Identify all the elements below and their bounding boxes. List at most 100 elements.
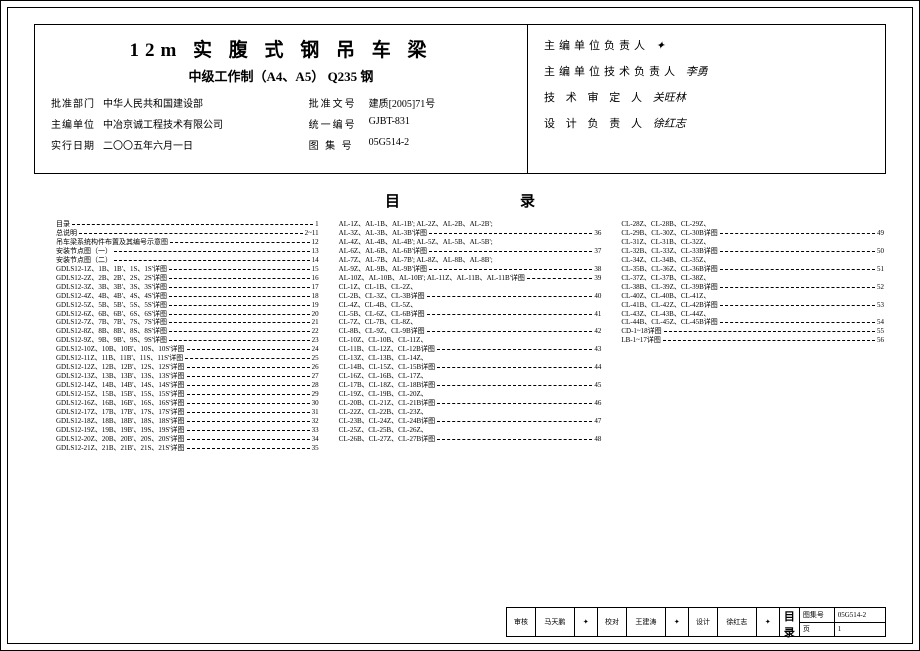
footer-audit-name: 马天鹏: [536, 608, 574, 636]
toc-entry: CL-26B、CL-27Z、CL-27B详图48: [339, 435, 602, 444]
toc-entry: 安装节点图（一）13: [56, 247, 319, 256]
footer-audit-sig: ✦: [575, 608, 597, 636]
toc-entry: CL-23B、CL-24Z、CL-24B详图47: [339, 417, 602, 426]
meta-value: 建质[2005]71号: [369, 95, 436, 110]
toc-entry: CL-25Z、CL-25B、CL-26Z、: [339, 426, 602, 435]
title-left-panel: 12m 实 腹 式 钢 吊 车 梁 中级工作制（A4、A5） Q235 钢 批准…: [35, 25, 528, 173]
toc-entry: AL-4Z、AL-4B、AL-4B'; AL-5Z、AL-5B、AL-5B';: [339, 238, 602, 247]
footer-atlas-label: 图集号: [800, 608, 834, 623]
toc-entry: LB-1~17详图56: [621, 336, 884, 345]
toc-entry: CL-34Z、CL-34B、CL-35Z、: [621, 256, 884, 265]
toc-entry: CL-29B、CL-30Z、CL-30B详图49: [621, 229, 884, 238]
footer-atlas-value: 05G514-2: [835, 608, 885, 623]
toc-entry: CL-8B、CL-9Z、CL-9B详图42: [339, 327, 602, 336]
toc-entry: GDLS12-10Z、10B、10B'、10S、10S'详图24: [56, 345, 319, 354]
toc-entry: CL-32B、CL-33Z、CL-33B详图50: [621, 247, 884, 256]
toc-entry: CL-17B、CL-18Z、CL-18B详图45: [339, 381, 602, 390]
toc-entry: AL-7Z、AL-7B、AL-7B'; AL-8Z、AL-8B、AL-8B';: [339, 256, 602, 265]
toc-entry: CL-13Z、CL-13B、CL-14Z、: [339, 354, 602, 363]
signature-row: 主编单位负责人 ✦: [544, 37, 869, 53]
toc-entry: GDLS12-2Z、2B、2B'、2S、2S'详图16: [56, 274, 319, 283]
footer-check-label: 校对: [598, 608, 626, 636]
toc-column-1: 目录1总说明2~11吊车梁系统构件布置及其编号示意图12安装节点图（一）13安装…: [56, 220, 319, 601]
main-title: 12m 实 腹 式 钢 吊 车 梁: [51, 35, 511, 62]
meta-value: GJBT-831: [369, 116, 410, 131]
footer-design-name: 徐红志: [718, 608, 756, 636]
toc-entry: CL-31Z、CL-31B、CL-32Z、: [621, 238, 884, 247]
footer-audit-label: 审核: [507, 608, 535, 636]
toc-entry: GDLS12-20Z、20B、20B'、20S、20S'详图34: [56, 435, 319, 444]
title-block: 12m 实 腹 式 钢 吊 车 梁 中级工作制（A4、A5） Q235 钢 批准…: [34, 24, 886, 174]
meta-value: 05G514-2: [369, 137, 410, 152]
meta-label: 实行日期: [51, 137, 103, 152]
toc-entry: 安装节点图（二）14: [56, 256, 319, 265]
inner-frame: 12m 实 腹 式 钢 吊 车 梁 中级工作制（A4、A5） Q235 钢 批准…: [7, 7, 913, 644]
sub-title: 中级工作制（A4、A5） Q235 钢: [51, 66, 511, 85]
toc-entry: GDLS12-21Z、21B、21B'、21S、21S'详图35: [56, 444, 319, 453]
toc-entry: GDLS12-4Z、4B、4B'、4S、4S'详图18: [56, 292, 319, 301]
footer-stamp: 审核 马天鹏 ✦ 校对 王建涛 ✦ 设计 徐红志 ✦ 目录 图集号 页 05G5…: [506, 607, 886, 637]
footer-check-name: 王建涛: [627, 608, 665, 636]
toc-entry: GDLS12-13Z、13B、13B'、13S、13S'详图27: [56, 372, 319, 381]
toc-entry: CL-11B、CL-12Z、CL-12B详图43: [339, 345, 602, 354]
toc-entry: AL-3Z、AL-3B、AL-3B'详图36: [339, 229, 602, 238]
toc-entry: GDLS12-18Z、18B、18B'、18S、18S'详图32: [56, 417, 319, 426]
toc-entry: CL-5B、CL-6Z、CL-6B详图41: [339, 310, 602, 319]
signature-row: 设 计 负 责 人 徐红志: [544, 115, 869, 131]
drawing-sheet: 12m 实 腹 式 钢 吊 车 梁 中级工作制（A4、A5） Q235 钢 批准…: [0, 0, 920, 651]
footer-page-value: 1: [835, 623, 885, 637]
meta-value: 中华人民共和国建设部: [103, 95, 203, 110]
toc-entry: CL-14B、CL-15Z、CL-15B详图44: [339, 363, 602, 372]
meta-label: 批准部门: [51, 95, 103, 110]
signature-panel: 主编单位负责人 ✦ 主编单位技术负责人 李勇技 术 审 定 人 关旺林设 计 负 …: [528, 25, 885, 173]
toc-entry: AL-1Z、AL-1B、AL-1B'; AL-2Z、AL-2B、AL-2B';: [339, 220, 602, 229]
meta-label: 批准文号: [309, 95, 369, 110]
toc-body: 目录1总说明2~11吊车梁系统构件布置及其编号示意图12安装节点图（一）13安装…: [56, 220, 884, 601]
meta-value: 二〇〇五年六月一日: [103, 137, 193, 152]
toc-entry: GDLS12-9Z、9B、9B'、9S、9S'详图23: [56, 336, 319, 345]
toc-entry: CL-10Z、CL-10B、CL-11Z、: [339, 336, 602, 345]
toc-entry: GDLS12-15Z、15B、15B'、15S、15S'详图29: [56, 390, 319, 399]
toc-entry: CL-37Z、CL-37B、CL-38Z、: [621, 274, 884, 283]
toc-entry: CL-35B、CL-36Z、CL-36B详图51: [621, 265, 884, 274]
toc-entry: GDLS12-11Z、11B、11B'、11S、11S'详图25: [56, 354, 319, 363]
toc-entry: AL-6Z、AL-6B、AL-6B'详图37: [339, 247, 602, 256]
meta-value: 中冶京诚工程技术有限公司: [103, 116, 223, 131]
toc-column-2: AL-1Z、AL-1B、AL-1B'; AL-2Z、AL-2B、AL-2B';A…: [339, 220, 602, 601]
signature-row: 技 术 审 定 人 关旺林: [544, 89, 869, 105]
toc-entry: GDLS12-12Z、12B、12B'、12S、12S'详图26: [56, 363, 319, 372]
footer-design-sig: ✦: [757, 608, 779, 636]
meta-label: 主编单位: [51, 116, 103, 131]
toc-entry: CL-22Z、CL-22B、CL-23Z、: [339, 408, 602, 417]
toc-entry: GDLS12-19Z、19B、19B'、19S、19S'详图33: [56, 426, 319, 435]
footer-page-label: 页: [800, 623, 834, 637]
footer-design-label: 设计: [689, 608, 717, 636]
toc-entry: CL-4Z、CL-4B、CL-5Z、: [339, 301, 602, 310]
meta-label: 统一编号: [309, 116, 369, 131]
toc-entry: CL-19Z、CL-19B、CL-20Z、: [339, 390, 602, 399]
signature-row: 主编单位技术负责人 李勇: [544, 63, 869, 79]
toc-entry: AL-10Z、AL-10B、AL-10B'; AL-11Z、AL-11B、AL-…: [339, 274, 602, 283]
toc-entry: 总说明2~11: [56, 229, 319, 238]
toc-entry: CL-28Z、CL-28B、CL-29Z、: [621, 220, 884, 229]
footer-check-sig: ✦: [666, 608, 688, 636]
toc-entry: CL-20B、CL-21Z、CL-21B详图46: [339, 399, 602, 408]
toc-entry: GDLS12-5Z、5B、5B'、5S、5S'详图19: [56, 301, 319, 310]
toc-entry: CL-16Z、CL-16B、CL-17Z、: [339, 372, 602, 381]
toc-entry: AL-9Z、AL-9B、AL-9B'详图38: [339, 265, 602, 274]
toc-entry: CL-38B、CL-39Z、CL-39B详图52: [621, 283, 884, 292]
toc-column-3: CL-28Z、CL-28B、CL-29Z、CL-29B、CL-30Z、CL-30…: [621, 220, 884, 601]
toc-entry: CL-1Z、CL-1B、CL-2Z、: [339, 283, 602, 292]
toc-entry: CL-41B、CL-42Z、CL-42B详图53: [621, 301, 884, 310]
toc-entry: GDLS12-3Z、3B、3B'、3S、3S'详图17: [56, 283, 319, 292]
footer-title: 目录: [780, 608, 799, 640]
toc-entry: GDLS12-14Z、14B、14B'、14S、14S'详图28: [56, 381, 319, 390]
toc-entry: 吊车梁系统构件布置及其编号示意图12: [56, 238, 319, 247]
toc-entry: GDLS12-1Z、1B、1B'、1S、1S'详图15: [56, 265, 319, 274]
toc-entry: CL-2B、CL-3Z、CL-3B详图40: [339, 292, 602, 301]
toc-heading: 目录: [8, 190, 912, 211]
toc-entry: GDLS12-16Z、16B、16B'、16S、16S'详图30: [56, 399, 319, 408]
toc-entry: 目录1: [56, 220, 319, 229]
toc-entry: GDLS12-17Z、17B、17B'、17S、17S'详图31: [56, 408, 319, 417]
toc-entry: CL-40Z、CL-40B、CL-41Z、: [621, 292, 884, 301]
